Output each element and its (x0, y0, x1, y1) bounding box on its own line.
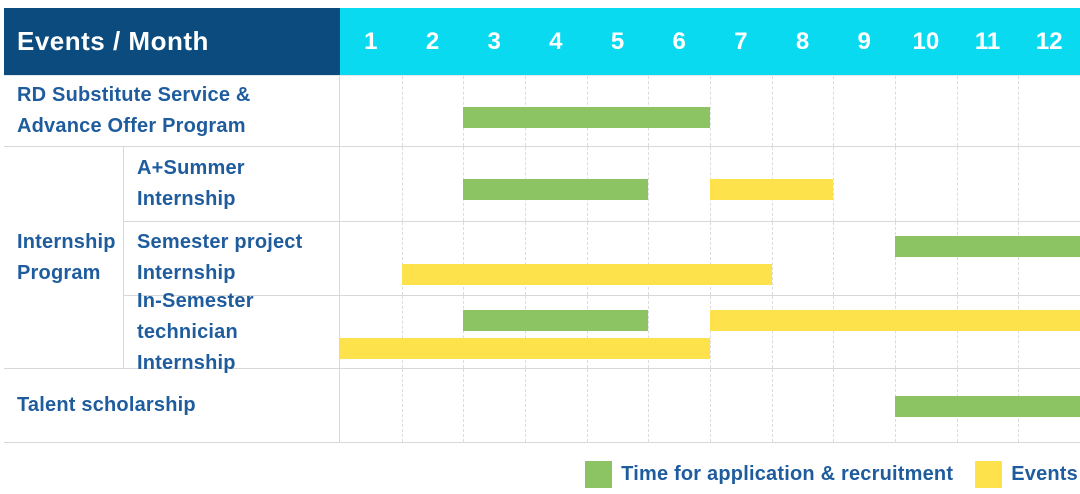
month-gridline (463, 296, 465, 368)
month-gridline (401, 76, 403, 146)
green-gantt-bar (463, 310, 649, 332)
month-gridline (895, 296, 896, 368)
month-header-2: 2 (425, 27, 440, 55)
green-gantt-bar (463, 106, 710, 128)
month-gridline (956, 76, 958, 146)
legend: Time for application & recruitment Event… (585, 461, 1078, 488)
month-gridline (771, 76, 773, 146)
chart-cell-in-semester-technician-internship (340, 296, 1080, 368)
month-gridline (771, 221, 773, 295)
month-header-1: 1 (364, 27, 378, 55)
header-events-month-title: Events / Month (4, 8, 340, 75)
month-gridline (895, 221, 896, 295)
month-gridline (833, 369, 835, 442)
legend-green-swatch (585, 461, 613, 488)
month-gridline (648, 147, 650, 221)
month-gridline (586, 369, 588, 442)
row-label-talent-scholarship: Talent scholarship (4, 369, 340, 442)
green-gantt-bar (895, 396, 1080, 417)
month-header-6: 6 (672, 27, 686, 55)
month-gridline (771, 296, 773, 368)
green-gantt-bar (463, 179, 649, 201)
month-gridline (463, 369, 465, 442)
month-gridline (401, 221, 403, 295)
legend-yellow-swatch (975, 461, 1003, 488)
legend-item-application: Time for application & recruitment (585, 461, 953, 488)
month-header-strip: 1 2 3 4 5 6 7 8 9 10 11 12 (340, 8, 1080, 75)
month-gridline (525, 369, 526, 442)
month-header-4: 4 (549, 27, 563, 55)
month-gridline (956, 147, 958, 221)
month-gridline (586, 296, 588, 368)
month-gridline (1018, 76, 1020, 146)
internship-sub-rows: A+Summer Internship Semester project Int… (124, 147, 1080, 374)
month-gridline (463, 221, 465, 295)
month-gridline (833, 76, 835, 146)
month-gridline (1018, 221, 1020, 295)
month-header-3: 3 (487, 27, 501, 55)
month-gridline (895, 76, 896, 146)
month-gridline (648, 296, 650, 368)
month-gridline (956, 221, 958, 295)
month-header-5: 5 (610, 27, 625, 55)
legend-label-events: Events (1011, 463, 1078, 485)
chart-cell-semester-project-internship (340, 221, 1080, 295)
month-gridline (1018, 147, 1020, 221)
month-gridline (833, 147, 835, 221)
row-label-in-semester-technician-internship: In-Semester technician Internship (124, 290, 340, 374)
month-gridline (956, 296, 958, 368)
month-gridline (710, 296, 711, 368)
month-gridline (525, 296, 526, 368)
month-header-7: 7 (734, 27, 748, 55)
month-gridline (895, 147, 896, 221)
row-semester-project-internship: Semester project Internship (124, 220, 1080, 295)
month-gridline (1018, 296, 1020, 368)
yellow-gantt-bar (710, 179, 834, 201)
month-header-8: 8 (795, 27, 810, 55)
yellow-gantt-bar (340, 337, 710, 359)
month-gridline (525, 221, 526, 295)
row-rd-substitute: RD Substitute Service & Advance Offer Pr… (4, 76, 1080, 147)
gantt-table: Events / Month 1 2 3 4 5 6 7 8 9 10 11 12 RD Substi… (4, 8, 1080, 443)
month-gridline (648, 369, 650, 442)
month-gridline (710, 221, 711, 295)
yellow-gantt-bar (401, 264, 772, 286)
month-header-10: 10 (912, 27, 940, 55)
month-header-11: 11 (974, 27, 1001, 55)
row-a-summer-internship: A+Summer Internship (124, 147, 1080, 221)
month-gridline (648, 221, 650, 295)
green-gantt-bar (895, 236, 1080, 258)
month-gridline (401, 296, 403, 368)
header-row: Events / Month 1 2 3 4 5 6 7 8 9 10 11 12 (4, 8, 1080, 75)
chart-cell-a-summer-internship (340, 147, 1080, 221)
month-header-12: 12 (1035, 27, 1063, 55)
month-gridline (771, 369, 773, 442)
row-label-semester-project-internship: Semester project Internship (124, 221, 340, 295)
yellow-gantt-bar (710, 310, 1080, 332)
month-gridline (401, 147, 403, 221)
row-group-internship-program: Internship Program A+Summer Internship S… (4, 147, 1080, 374)
month-header-9: 9 (857, 27, 871, 55)
month-gridline (710, 369, 711, 442)
month-gridline (833, 221, 835, 295)
group-label-internship-program: Internship Program (4, 147, 124, 368)
gantt-body: RD Substitute Service & Advance Offer Pr… (4, 75, 1080, 443)
month-gridline (833, 296, 835, 368)
month-gridline (586, 221, 588, 295)
chart-cell-talent-scholarship (340, 369, 1080, 442)
month-gridline (401, 369, 403, 442)
chart-cell-rd-substitute (340, 76, 1080, 146)
row-in-semester-technician-internship: In-Semester technician Internship (124, 290, 1080, 374)
row-talent-scholarship: Talent scholarship (4, 369, 1080, 442)
row-label-rd-substitute: RD Substitute Service & Advance Offer Pr… (4, 76, 340, 146)
month-gridline (710, 76, 711, 146)
legend-label-application: Time for application & recruitment (621, 463, 954, 485)
legend-item-events: Events (975, 461, 1078, 488)
row-label-a-summer-internship: A+Summer Internship (124, 147, 340, 221)
